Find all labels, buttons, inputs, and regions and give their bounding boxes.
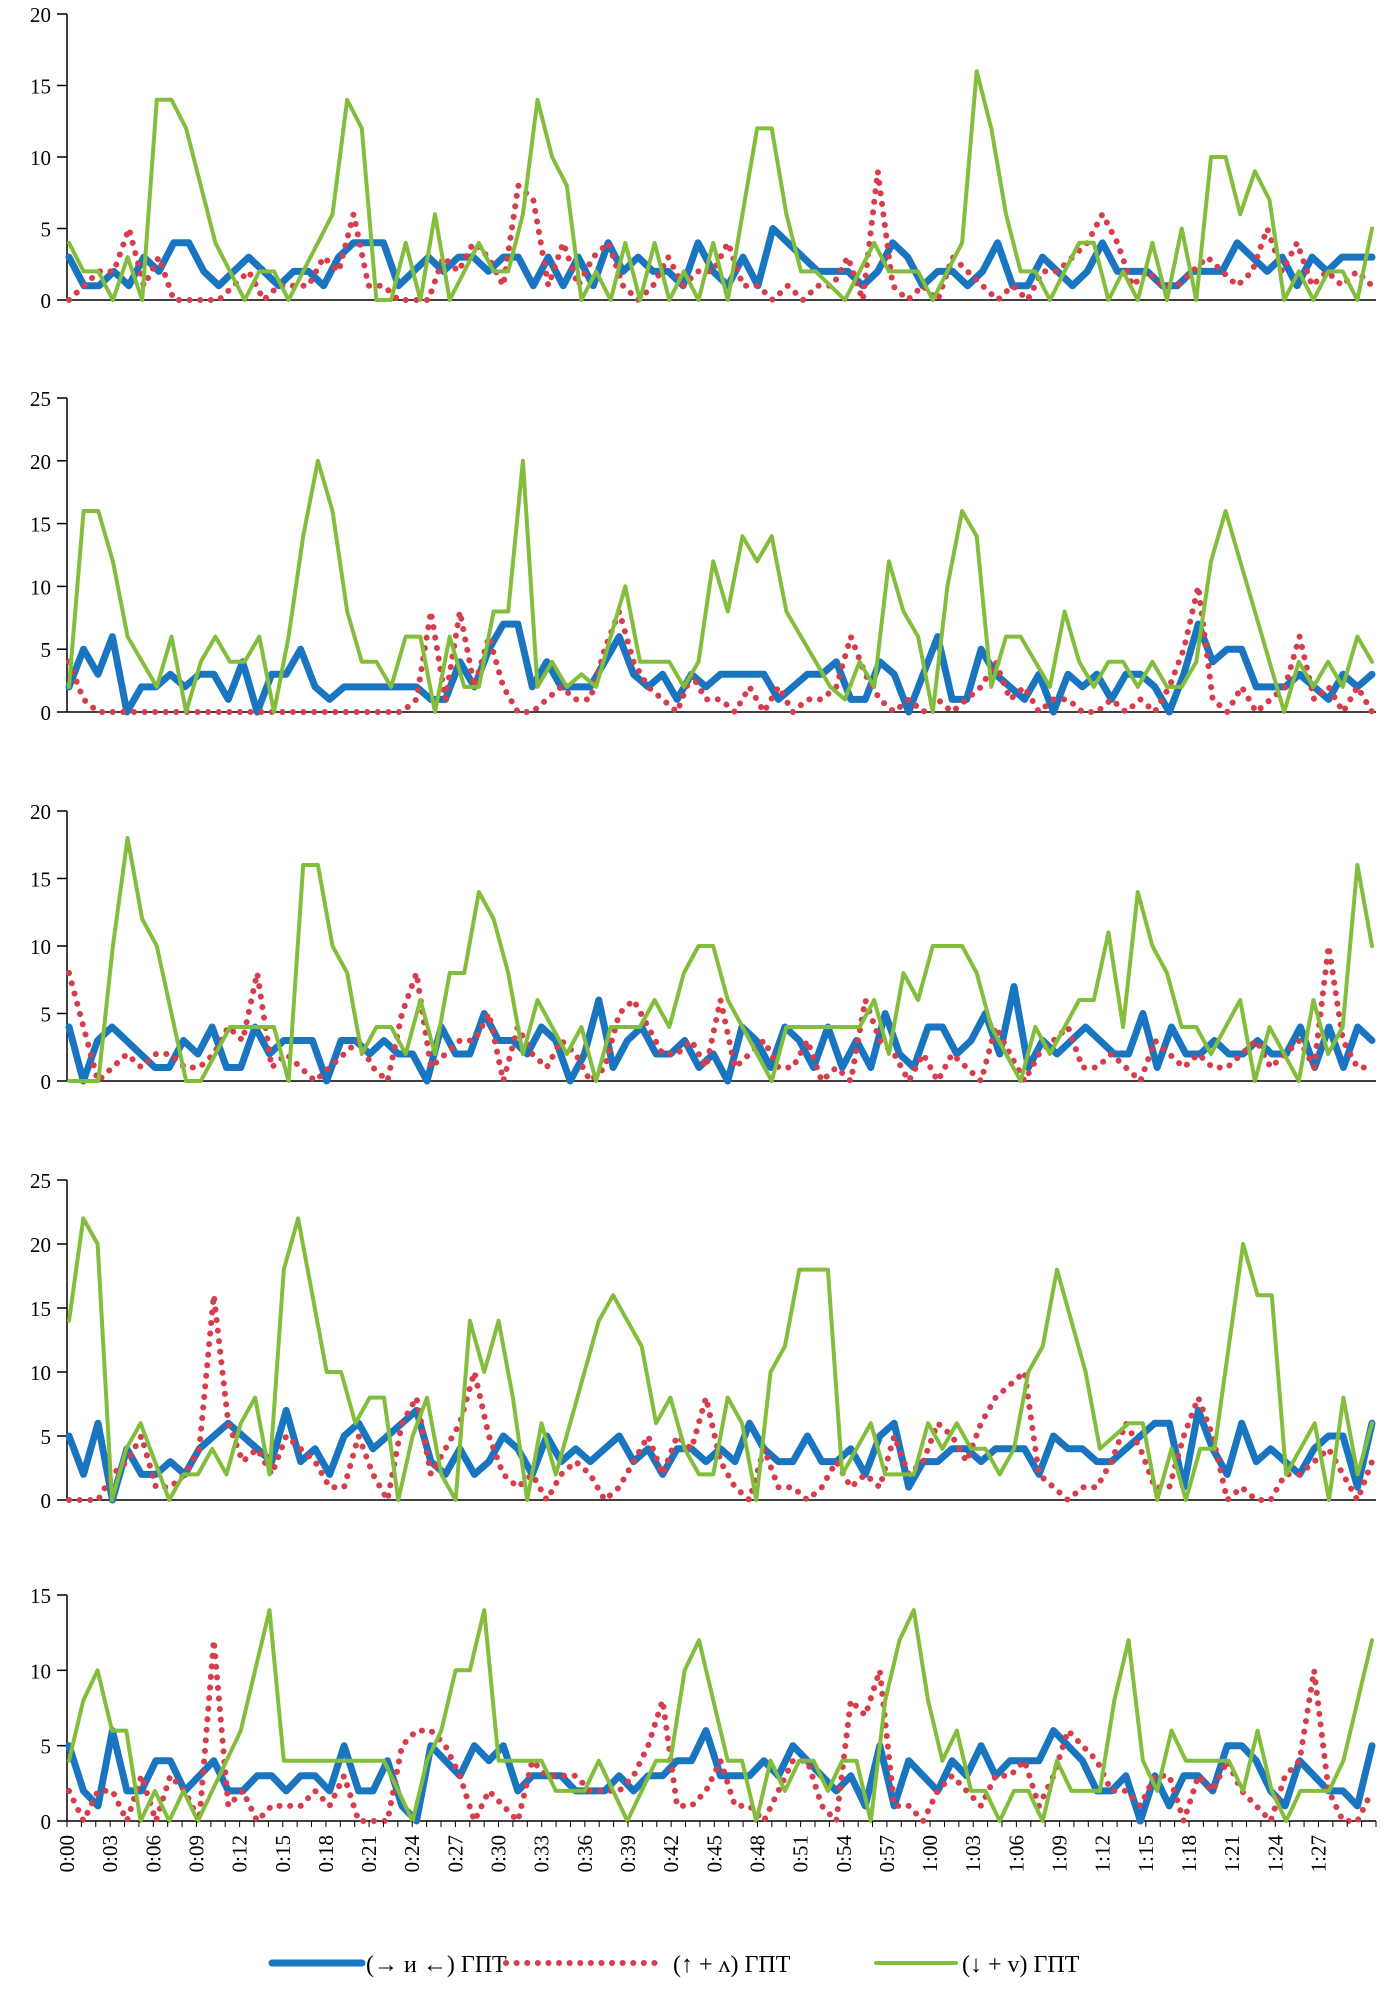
series-line-2 xyxy=(66,943,1375,1084)
x-tick-label: 0:12 xyxy=(228,1835,252,1872)
x-tick-label: 1:09 xyxy=(1048,1835,1072,1872)
x-tick-label: 0:27 xyxy=(443,1835,467,1872)
y-tick-label: 25 xyxy=(30,387,51,411)
y-tick-label: 20 xyxy=(30,800,51,824)
x-tick-label: 0:48 xyxy=(745,1835,769,1872)
x-tick-label: 1:27 xyxy=(1306,1835,1330,1872)
x-tick-label: 1:15 xyxy=(1134,1835,1158,1872)
y-tick-label: 0 xyxy=(41,1070,52,1094)
y-tick-label: 20 xyxy=(30,1233,51,1257)
x-tick-label: 0:06 xyxy=(141,1835,165,1872)
series-line-2 xyxy=(66,1637,1375,1824)
y-tick-label: 20 xyxy=(30,3,51,27)
y-tick-label: 0 xyxy=(41,701,52,725)
panel-4: 0 5 10 15 20 25 xyxy=(30,1169,1376,1513)
y-tick-label: 15 xyxy=(30,1297,51,1321)
series-line-2 xyxy=(66,1292,1375,1503)
y-tick-label: 5 xyxy=(41,638,52,662)
x-tick-label: 0:36 xyxy=(573,1835,597,1872)
series-line-2 xyxy=(66,168,1375,303)
y-tick-label: 0 xyxy=(41,1489,52,1513)
x-tick-label: 0:54 xyxy=(832,1835,856,1873)
y-tick-label: 10 xyxy=(30,935,51,959)
x-tick-label: 0:30 xyxy=(487,1835,511,1872)
x-tick-label: 0:39 xyxy=(616,1835,640,1872)
y-tick-label: 15 xyxy=(30,868,51,892)
y-tick-label: 5 xyxy=(41,1425,52,1449)
panel-5: 0 5 10 15 xyxy=(30,1584,1376,1834)
y-tick-label: 5 xyxy=(41,218,52,242)
series-line-2 xyxy=(66,583,1375,715)
y-tick-label: 10 xyxy=(30,1361,51,1385)
legend-label-3: (↓ + v) ГПТ xyxy=(962,1952,1080,1978)
y-tick-label: 10 xyxy=(30,1659,51,1683)
series-line-3 xyxy=(67,836,1374,1083)
series-line-1 xyxy=(65,620,1376,716)
series-line-1 xyxy=(65,1406,1376,1504)
y-tick-label: 15 xyxy=(30,75,51,99)
x-tick-label: 0:21 xyxy=(357,1835,381,1872)
y-tick-label: 5 xyxy=(41,1003,52,1027)
x-tick-label: 0:09 xyxy=(184,1835,208,1872)
series-line-3 xyxy=(67,458,1374,714)
x-tick-label: 0:00 xyxy=(55,1835,79,1872)
series-line-3 xyxy=(67,69,1374,302)
series-line-1 xyxy=(65,983,1376,1085)
x-tick-label: 1:06 xyxy=(1004,1835,1028,1872)
x-tick-label: 0:03 xyxy=(98,1835,122,1872)
x-tick-label: 0:33 xyxy=(530,1835,554,1872)
panel-1: 0 5 10 15 20 xyxy=(30,3,1376,313)
x-tick-label: 0:18 xyxy=(314,1835,338,1872)
x-tick-label: 1:12 xyxy=(1091,1835,1115,1872)
y-tick-label: 15 xyxy=(30,513,51,537)
x-tick-label: 1:18 xyxy=(1177,1835,1201,1872)
y-tick-label: 20 xyxy=(30,450,51,474)
x-tick-label: 1:03 xyxy=(961,1835,985,1872)
series-line-3 xyxy=(67,1216,1374,1502)
y-tick-label: 10 xyxy=(30,575,51,599)
y-tick-label: 10 xyxy=(30,146,51,170)
y-tick-label: 5 xyxy=(41,1735,52,1759)
x-tick-label: 1:24 xyxy=(1263,1835,1287,1873)
x-tick-label: 0:15 xyxy=(271,1835,295,1872)
series-line-3 xyxy=(67,1608,1374,1823)
x-tick-label: 0:51 xyxy=(789,1835,813,1872)
y-tick-label: 15 xyxy=(30,1584,51,1608)
x-tick-label: 0:57 xyxy=(875,1835,899,1872)
panel-3: 0 5 10 15 20 xyxy=(30,800,1376,1094)
legend-label-2: (↑ + ʌ) ГПТ xyxy=(673,1952,791,1978)
x-tick-label: 1:21 xyxy=(1220,1835,1244,1872)
x-tick-label: 1:00 xyxy=(918,1835,942,1872)
y-tick-label: 0 xyxy=(41,289,52,313)
panel-2: 0 5 10 15 20 25 xyxy=(30,387,1376,725)
x-tick-label: 0:24 xyxy=(400,1835,424,1873)
legend-label-1: (→ и ←) ГПТ xyxy=(366,1952,507,1978)
x-tick-label: 0:45 xyxy=(702,1835,726,1872)
y-tick-label: 25 xyxy=(30,1169,51,1193)
y-tick-label: 0 xyxy=(41,1810,52,1834)
legend: (→ и ←) ГПТ (↑ + ʌ) ГПТ (↓ + v) ГПТ xyxy=(268,1952,1080,1978)
x-tick-label: 0:42 xyxy=(659,1835,683,1872)
